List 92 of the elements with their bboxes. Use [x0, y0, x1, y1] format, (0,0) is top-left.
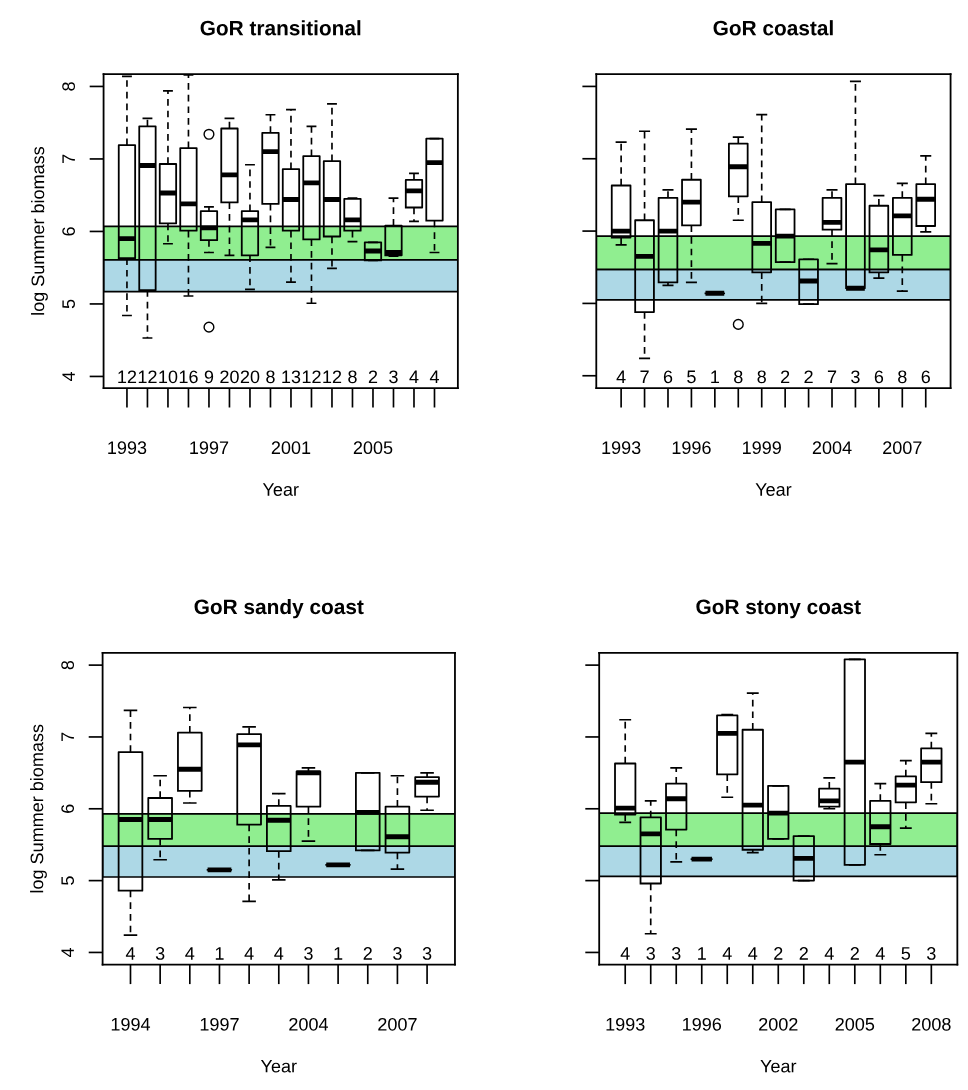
x-tick-label: 2004	[289, 1017, 328, 1031]
text: 4	[620, 947, 630, 960]
y-tick-label: 8	[61, 660, 75, 670]
text: 8	[266, 370, 275, 384]
text: 4	[616, 370, 626, 384]
x-tick-label: 2007	[883, 441, 922, 455]
y-axis-title: log Summer biomass	[31, 146, 48, 315]
text: 4	[125, 947, 135, 960]
text: 3	[927, 947, 936, 960]
text: 4	[875, 947, 885, 960]
text: 4	[274, 947, 284, 960]
text: 1	[215, 947, 224, 960]
x-tick-label: 1993	[606, 1017, 645, 1031]
x-tick-label: 2008	[912, 1017, 951, 1031]
text: 6	[921, 370, 930, 384]
text: 10	[159, 370, 178, 384]
text: 12	[323, 370, 342, 384]
text: 2	[368, 370, 378, 384]
text: 6	[874, 370, 884, 384]
text: 4	[409, 370, 419, 384]
x-tick-label: 1996	[683, 1017, 722, 1031]
text: 4	[748, 947, 758, 960]
text: 12	[138, 370, 157, 384]
y-tick-label: 7	[61, 732, 74, 742]
chart-title: GoR sandy coast	[194, 598, 364, 619]
text: 4	[722, 947, 732, 960]
y-tick-label: 7	[62, 154, 75, 164]
x-tick-label: 1997	[200, 1017, 239, 1031]
x-axis-title: Year	[260, 1059, 297, 1073]
text: 4	[185, 947, 195, 960]
text: 8	[734, 370, 743, 384]
text: 6	[663, 370, 673, 384]
y-tick-label: 5	[61, 876, 75, 885]
x-tick-label: 1993	[602, 441, 641, 455]
text: 3	[389, 370, 398, 384]
x-tick-label: 2002	[759, 1017, 798, 1031]
x-tick-label: 1999	[743, 441, 781, 455]
text: 1	[334, 947, 343, 960]
text: 8	[757, 370, 766, 384]
text: 4	[824, 947, 834, 960]
text: 4	[429, 370, 439, 384]
text: 2	[363, 947, 372, 960]
text: 13	[282, 370, 301, 384]
text: 3	[304, 947, 313, 960]
text: 2	[804, 370, 813, 384]
text: 20	[240, 370, 260, 384]
text: 3	[851, 370, 860, 384]
x-tick-label: 2007	[378, 1017, 417, 1031]
text: 3	[671, 947, 681, 960]
y-tick-label: 8	[62, 82, 76, 91]
x-tick-label: 1994	[111, 1017, 151, 1031]
text: 1	[711, 370, 719, 384]
x-tick-label: 1996	[672, 441, 711, 455]
text: 7	[827, 370, 837, 384]
text: 3	[422, 947, 432, 960]
y-tick-label: 4	[61, 947, 74, 958]
text: 1	[698, 947, 706, 960]
text: 20	[220, 370, 239, 384]
chart-title: GoR coastal	[713, 20, 833, 36]
y-tick-label: 6	[61, 804, 75, 813]
x-axis-title: Year	[755, 483, 792, 496]
text: 2	[774, 947, 783, 960]
x-axis-title: Year	[760, 1059, 797, 1073]
y-tick-label: 6	[62, 227, 76, 236]
text: 12	[118, 370, 137, 384]
x-axis-title: Year	[262, 483, 299, 496]
text: 5	[687, 370, 696, 384]
y-axis-title: log Summer biomass	[30, 724, 47, 893]
text: 3	[646, 947, 655, 960]
text: 2	[781, 370, 790, 384]
x-tick-label: 1993	[108, 441, 147, 455]
text: 3	[155, 947, 165, 960]
text: 2	[850, 947, 859, 960]
x-tick-label: 1997	[190, 441, 229, 455]
text: 8	[348, 370, 357, 384]
x-tick-label: 2005	[835, 1017, 875, 1031]
y-tick-label: 4	[62, 371, 75, 382]
x-tick-label: 2004	[812, 441, 852, 455]
text: 5	[901, 947, 911, 960]
text: 4	[244, 947, 254, 960]
chart-title: GoR stony coast	[696, 599, 861, 619]
text: 3	[393, 947, 402, 960]
x-tick-label: 2005	[353, 441, 393, 455]
text: 12	[302, 370, 321, 384]
x-tick-label: 2001	[271, 441, 311, 455]
text: 8	[898, 370, 907, 384]
text: 2	[799, 947, 808, 960]
text: 9	[204, 370, 214, 384]
text: 16	[179, 370, 198, 384]
text: 7	[640, 370, 649, 384]
chart-title: GoR transitional	[200, 20, 361, 36]
y-tick-label: 5	[62, 299, 76, 309]
